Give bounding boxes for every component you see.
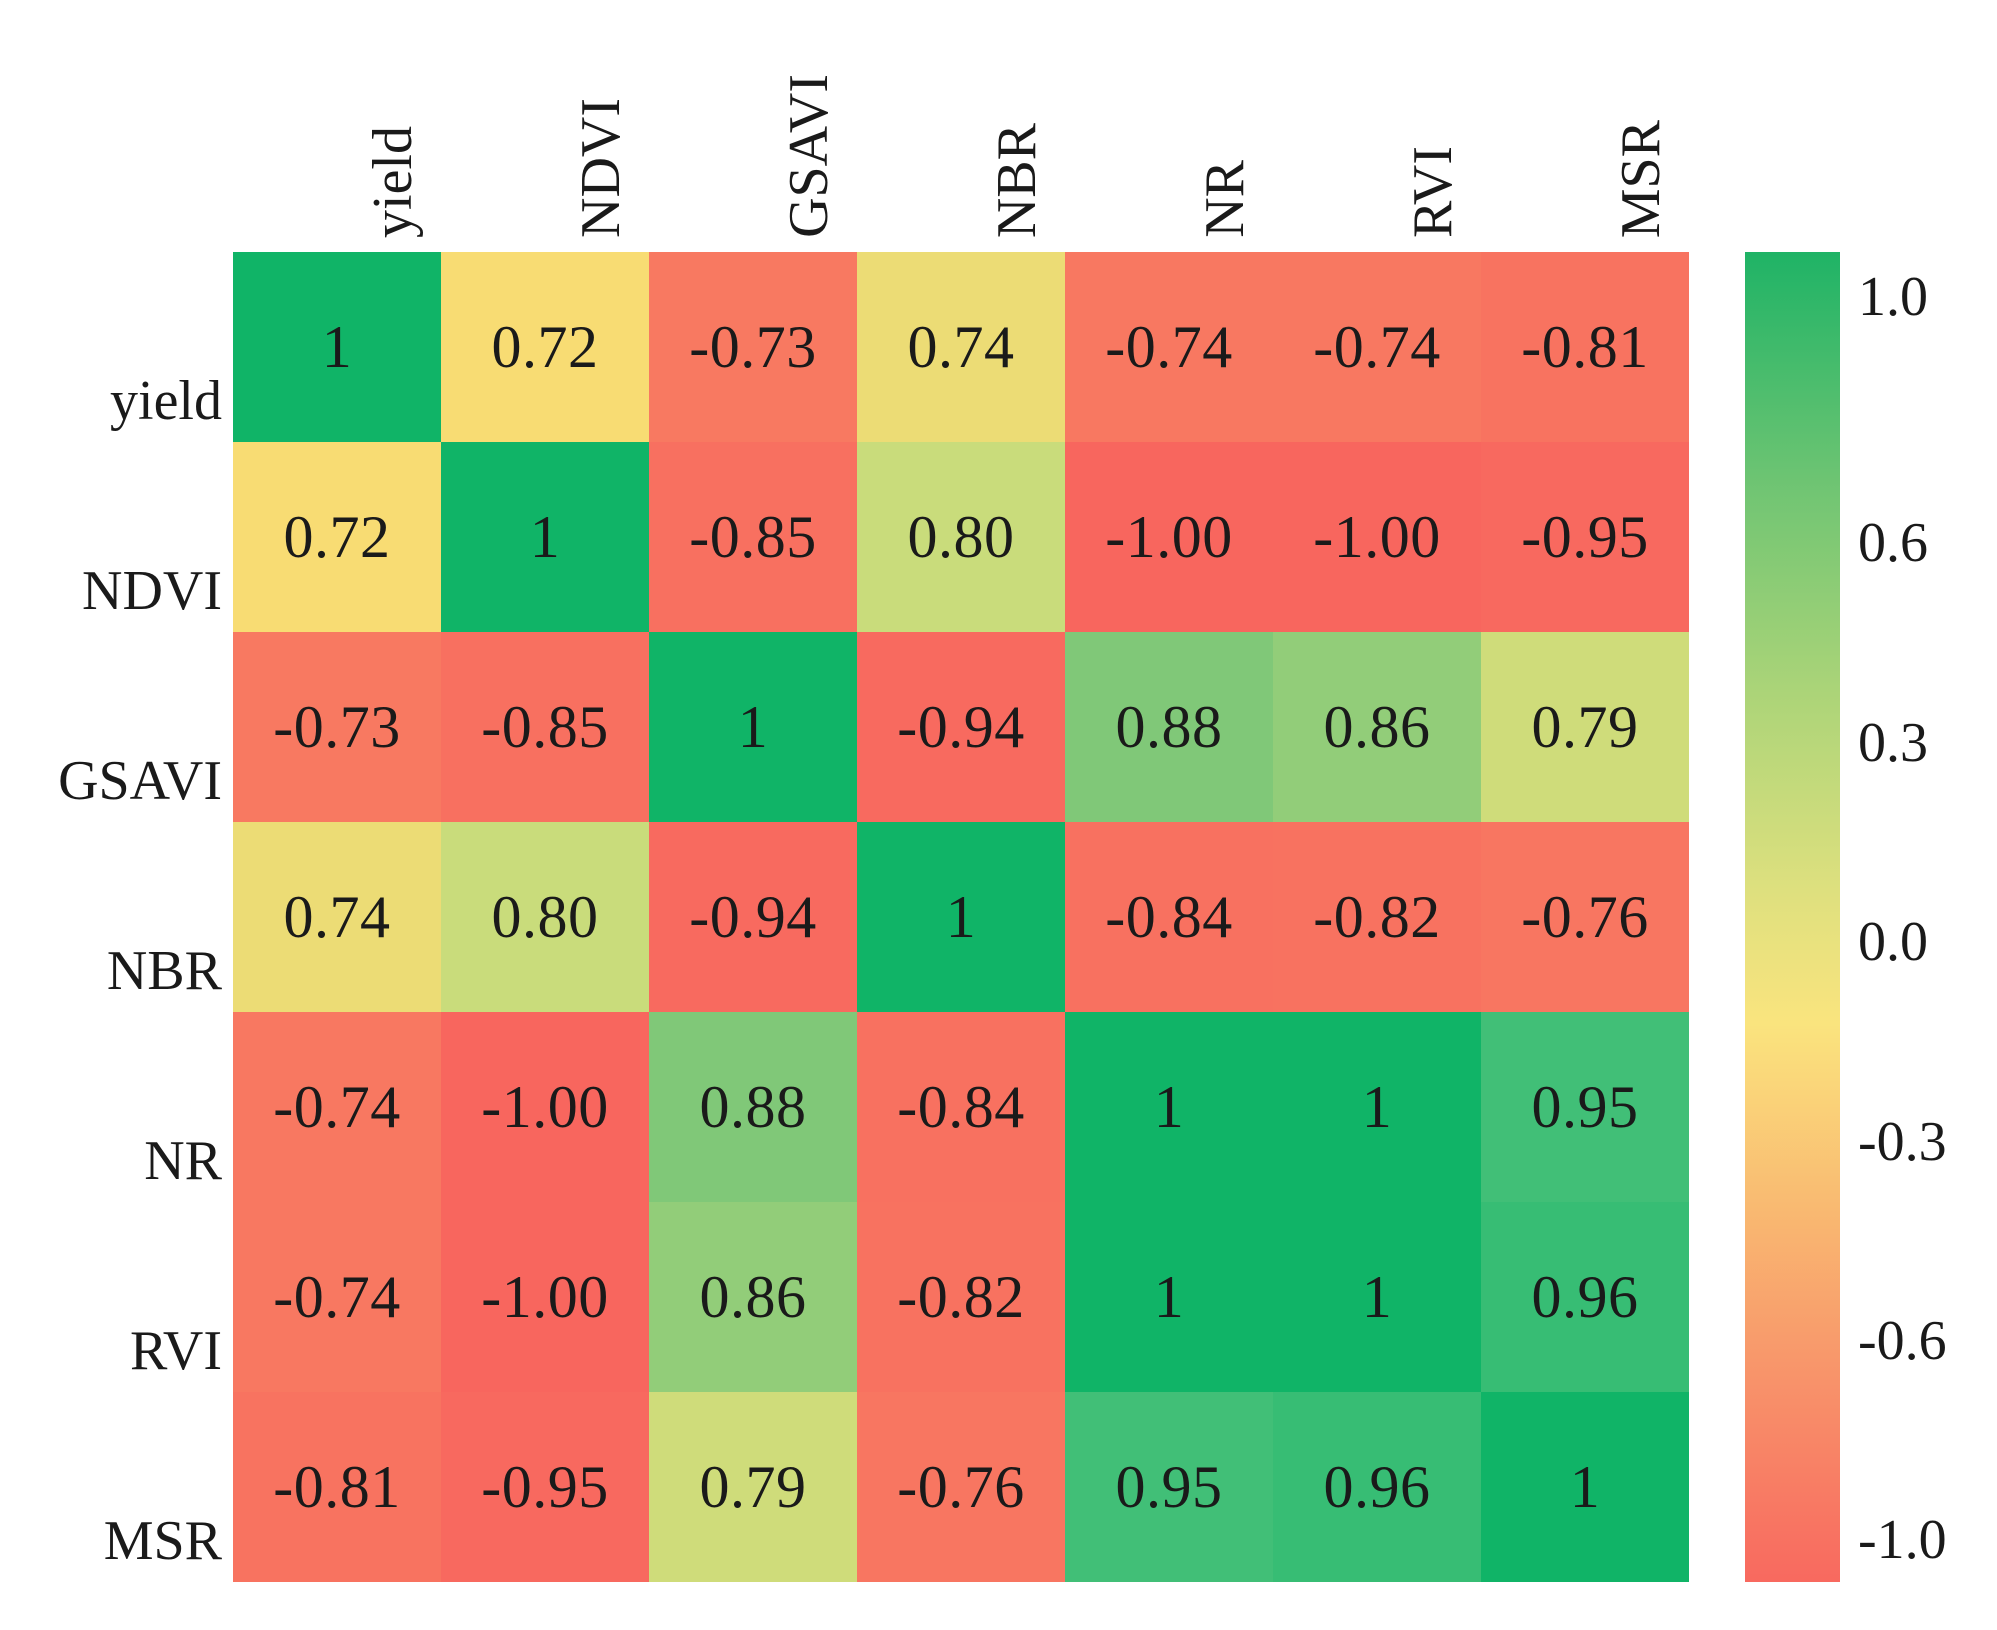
heatmap-cell: 0.86: [1273, 632, 1481, 822]
heatmap-cell: -0.84: [1065, 822, 1273, 1012]
column-label-box: MSR: [1481, 0, 1689, 244]
heatmap-cell: -0.81: [233, 1392, 441, 1582]
heatmap-cell: 1: [1065, 1012, 1273, 1202]
column-label-box: NR: [1065, 0, 1273, 244]
heatmap-cell: -0.85: [441, 632, 649, 822]
heatmap-cell: -0.94: [857, 632, 1065, 822]
heatmap-cell: 0.79: [649, 1392, 857, 1582]
colorbar-tick-label: -0.6: [1858, 1310, 1947, 1372]
heatmap-cell: 1: [857, 822, 1065, 1012]
heatmap-cell: 0.80: [857, 442, 1065, 632]
heatmap-cell: -0.84: [857, 1012, 1065, 1202]
column-label-box: GSAVI: [649, 0, 857, 244]
heatmap-cell: 1: [649, 632, 857, 822]
heatmap-cell: 0.74: [857, 252, 1065, 442]
row-label-nr: NR: [144, 1130, 222, 1192]
heatmap-cell: -1.00: [1065, 442, 1273, 632]
heatmap-cell: 0.86: [649, 1202, 857, 1392]
heatmap-cell: 0.95: [1481, 1012, 1689, 1202]
heatmap-cell: -1.00: [441, 1012, 649, 1202]
heatmap-cell: -0.74: [1273, 252, 1481, 442]
heatmap-cell: 1: [1273, 1012, 1481, 1202]
heatmap-cell: -0.82: [857, 1202, 1065, 1392]
row-label-rvi: RVI: [130, 1320, 222, 1382]
colorbar-tick-label: 0.3: [1858, 711, 1928, 774]
heatmap-cell: -0.82: [1273, 822, 1481, 1012]
heatmap-cell: -0.74: [1065, 252, 1273, 442]
colorbar-gradient: [1745, 252, 1840, 1582]
row-label-gsavi: GSAVI: [58, 750, 222, 812]
heatmap-cell: -0.76: [1481, 822, 1689, 1012]
heatmap-cell: 1: [441, 442, 649, 632]
row-label-msr: MSR: [103, 1510, 222, 1572]
column-label-msr: MSR: [1609, 119, 1672, 238]
heatmap-cell: -0.73: [233, 632, 441, 822]
heatmap-cell: 0.74: [233, 822, 441, 1012]
colorbar-tick-label: 0.6: [1858, 512, 1928, 574]
heatmap-cell: 0.96: [1273, 1392, 1481, 1582]
column-label-nr: NR: [1193, 160, 1256, 238]
heatmap-cell: 1: [1273, 1202, 1481, 1392]
heatmap-cell: -0.74: [233, 1202, 441, 1392]
colorbar-tick-label: 0.0: [1858, 911, 1928, 973]
heatmap-cell: -0.74: [233, 1012, 441, 1202]
column-label-box: yield: [233, 0, 441, 244]
row-label-nbr: NBR: [106, 940, 222, 1002]
heatmap-cell: -0.95: [1481, 442, 1689, 632]
heatmap-cell: 0.88: [1065, 632, 1273, 822]
heatmap-cell: 0.72: [441, 252, 649, 442]
heatmap-cell: 0.95: [1065, 1392, 1273, 1582]
heatmap-cell: -0.73: [649, 252, 857, 442]
column-label-gsavi: GSAVI: [777, 74, 840, 238]
column-label-box: NDVI: [441, 0, 649, 244]
heatmap-cell: -0.95: [441, 1392, 649, 1582]
heatmap-cell: -0.94: [649, 822, 857, 1012]
colorbar-tick-label: -1.0: [1858, 1509, 1947, 1571]
column-label-box: RVI: [1273, 0, 1481, 244]
row-label-ndvi: NDVI: [82, 560, 222, 622]
colorbar-tick-label: -0.3: [1858, 1110, 1947, 1173]
heatmap-cell: -0.81: [1481, 252, 1689, 442]
heatmap-cell: 1: [233, 252, 441, 442]
heatmap-grid: 1 0.72 -0.73 0.74 -0.74 -0.74 -0.81 0.72 1 -0.85 0…: [233, 252, 1689, 1582]
heatmap-cell: 0.88: [649, 1012, 857, 1202]
heatmap-cell: -0.76: [857, 1392, 1065, 1582]
heatmap-cell: 1: [1481, 1392, 1689, 1582]
heatmap-cell: -0.85: [649, 442, 857, 632]
heatmap-cell: -1.00: [1273, 442, 1481, 632]
column-label-rvi: RVI: [1401, 146, 1464, 238]
column-label-box: NBR: [857, 0, 1065, 244]
heatmap-cell: 0.96: [1481, 1202, 1689, 1392]
heatmap-cell: -1.00: [441, 1202, 649, 1392]
heatmap-cell: 0.72: [233, 442, 441, 632]
heatmap-cell: 0.80: [441, 822, 649, 1012]
column-label-yield: yield: [361, 126, 424, 238]
column-label-ndvi: NDVI: [569, 98, 632, 238]
column-label-nbr: NBR: [985, 122, 1048, 238]
colorbar-tick-label: 1.0: [1858, 266, 1928, 328]
row-label-yield: yield: [110, 370, 222, 432]
heatmap-cell: 1: [1065, 1202, 1273, 1392]
heatmap-cell: 0.79: [1481, 632, 1689, 822]
